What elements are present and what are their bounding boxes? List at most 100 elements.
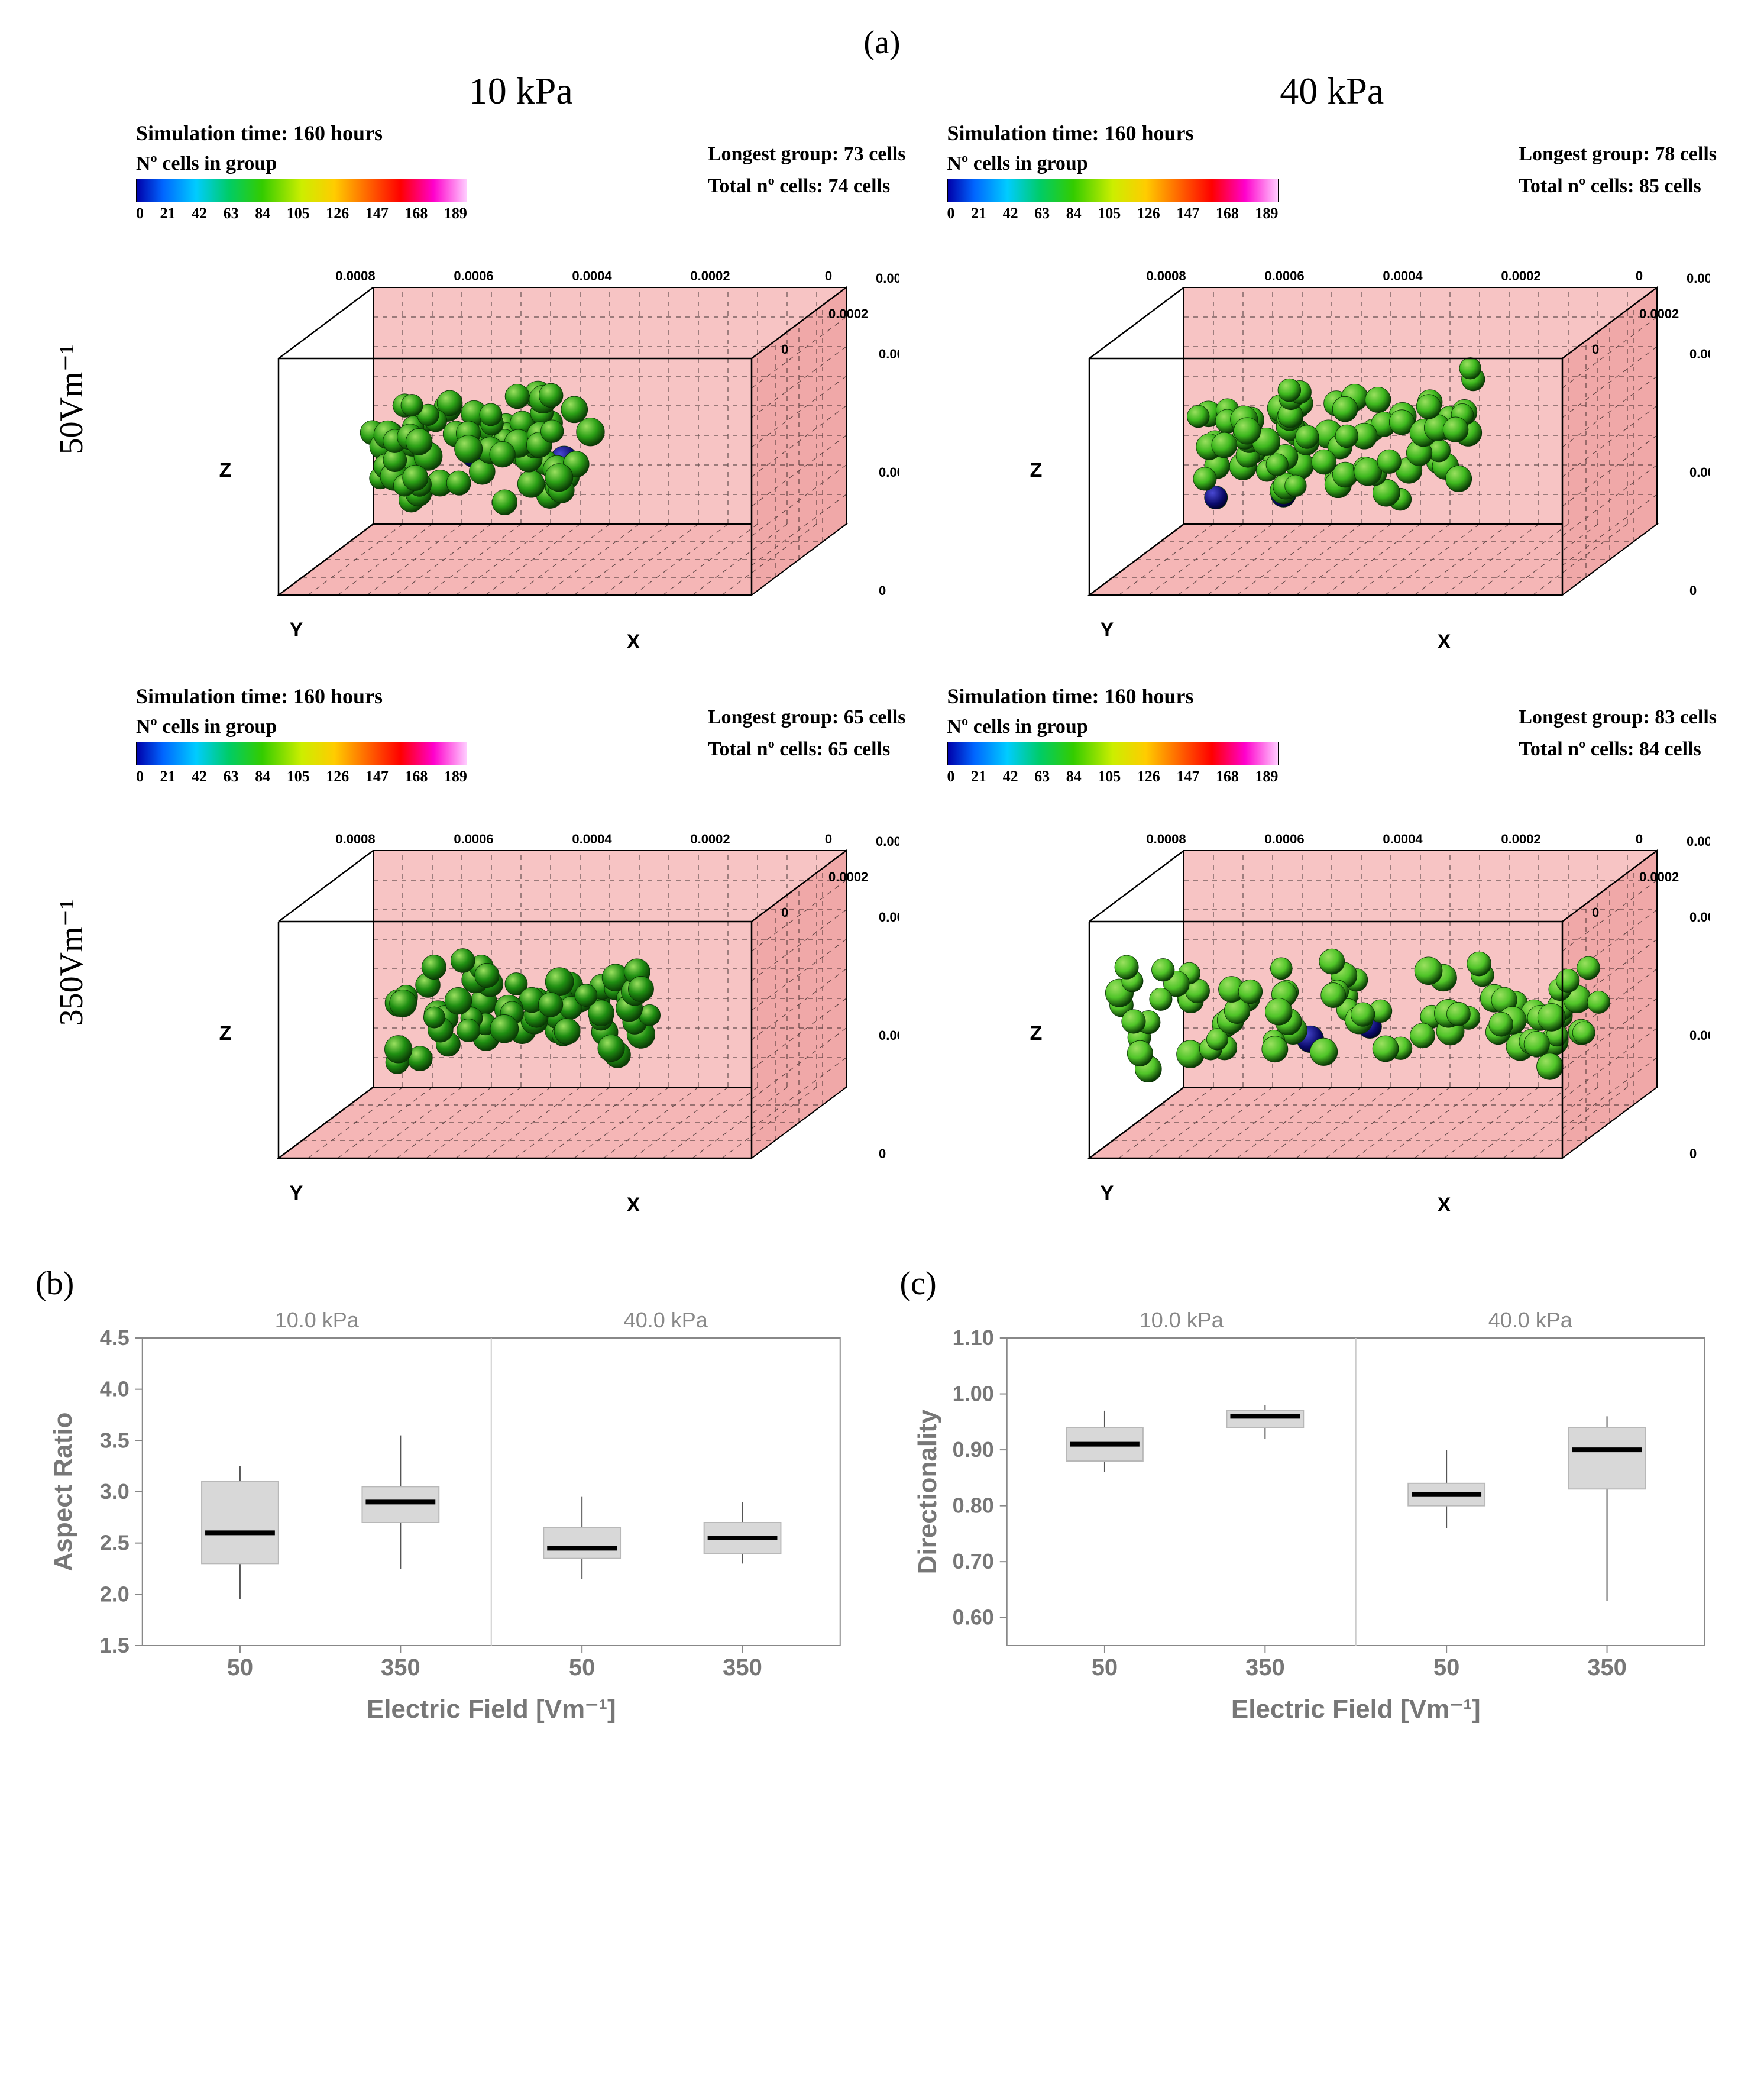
svg-text:4.0: 4.0 <box>100 1377 130 1401</box>
col-header-10kpa: 10 kPa <box>124 69 918 113</box>
svg-text:0.0006: 0.0006 <box>1265 832 1305 846</box>
sim-cell-2: Simulation time: 160 hoursNº cells in gr… <box>124 684 918 1241</box>
svg-text:2.0: 2.0 <box>100 1582 130 1606</box>
sim-stats: Longest group: 73 cellsTotal nº cells: 7… <box>708 121 906 203</box>
sim-stats: Longest group: 78 cellsTotal nº cells: 8… <box>1519 121 1717 203</box>
svg-text:0.0004: 0.0004 <box>1383 832 1423 846</box>
svg-text:0.0004: 0.0004 <box>1383 269 1423 283</box>
svg-text:0.0004: 0.0004 <box>879 910 899 925</box>
svg-text:0.0004: 0.0004 <box>1689 347 1710 361</box>
svg-text:0.0004: 0.0004 <box>1689 910 1710 925</box>
svg-text:X: X <box>626 631 640 653</box>
svg-text:0.80: 0.80 <box>952 1494 993 1518</box>
panel-a-label: (a) <box>863 24 900 62</box>
svg-text:Aspect Ratio: Aspect Ratio <box>48 1413 77 1572</box>
svg-text:Y: Y <box>1101 619 1114 641</box>
svg-text:X: X <box>1438 631 1451 653</box>
svg-text:0.0002: 0.0002 <box>879 1028 899 1043</box>
svg-text:0.0002: 0.0002 <box>879 465 899 480</box>
svg-text:350: 350 <box>1587 1654 1627 1680</box>
svg-text:0: 0 <box>879 583 886 598</box>
svg-text:Z: Z <box>1030 1022 1043 1045</box>
svg-text:50: 50 <box>227 1654 254 1680</box>
svg-text:0.90: 0.90 <box>952 1437 993 1462</box>
svg-text:0: 0 <box>1592 905 1599 920</box>
sim-time: Simulation time: 160 hours <box>136 684 684 709</box>
panel-c: (c) 0.600.700.800.901.001.10Directionali… <box>900 1265 1729 1731</box>
svg-text:0.0006: 0.0006 <box>454 269 493 283</box>
svg-text:0.0002: 0.0002 <box>1501 832 1541 846</box>
svg-text:1.10: 1.10 <box>952 1326 993 1350</box>
svg-text:10.0 kPa: 10.0 kPa <box>275 1308 360 1332</box>
svg-text:0.0004: 0.0004 <box>1687 271 1710 286</box>
panel-b-label: (b) <box>35 1265 74 1302</box>
svg-text:Electric Field [Vm⁻¹]: Electric Field [Vm⁻¹] <box>367 1695 616 1724</box>
bottom-row: (b) 1.5 2.0 2.5 3.0 3.5 4.0 4.5 Aspect Ratio 10.… <box>35 1265 1729 1731</box>
svg-text:X: X <box>626 1194 640 1216</box>
sim-time: Simulation time: 160 hours <box>136 121 684 146</box>
svg-text:50: 50 <box>1433 1654 1459 1680</box>
svg-text:4.5: 4.5 <box>100 1326 130 1350</box>
panel-c-label: (c) <box>900 1265 937 1302</box>
svg-text:0: 0 <box>1689 583 1697 598</box>
svg-text:350: 350 <box>1245 1654 1284 1680</box>
svg-text:0.0002: 0.0002 <box>1689 465 1710 480</box>
row-header-50vm: 50Vm⁻¹ <box>52 344 90 454</box>
svg-text:0: 0 <box>825 269 832 283</box>
colorbar: 021426384105126147168189 <box>136 179 467 222</box>
svg-text:1.00: 1.00 <box>952 1382 993 1406</box>
svg-text:0.0006: 0.0006 <box>1265 269 1305 283</box>
svg-text:Y: Y <box>1101 1182 1114 1204</box>
svg-text:350: 350 <box>723 1654 762 1680</box>
col-header-40kpa: 40 kPa <box>936 69 1729 113</box>
svg-text:0.0002: 0.0002 <box>1639 870 1679 884</box>
svg-text:1.5: 1.5 <box>100 1633 130 1657</box>
sim-cell-1: Simulation time: 160 hours Nº cells in gr… <box>936 121 1729 678</box>
sim-stats: Longest group: 65 cellsTotal nº cells: 6… <box>708 684 906 766</box>
svg-text:0.0008: 0.0008 <box>1147 269 1186 283</box>
svg-text:0.0004: 0.0004 <box>1687 834 1710 849</box>
colorbar: 021426384105126147168189 <box>947 742 1279 786</box>
svg-text:Z: Z <box>219 459 231 481</box>
svg-text:0: 0 <box>1592 342 1599 357</box>
svg-text:Directionality: Directionality <box>912 1409 941 1574</box>
svg-text:0.0002: 0.0002 <box>1501 269 1541 283</box>
svg-text:350: 350 <box>381 1654 420 1680</box>
colorbar-label: Nº cells in group <box>136 153 684 175</box>
sim-cell-0: Simulation time: 160 hours Nº cells in gr… <box>124 121 918 678</box>
svg-text:0.0008: 0.0008 <box>335 832 375 846</box>
colorbar: 021426384105126147168189 <box>136 742 467 786</box>
svg-text:0.0002: 0.0002 <box>828 870 868 884</box>
svg-text:0.0004: 0.0004 <box>572 832 612 846</box>
svg-text:Z: Z <box>1030 459 1043 481</box>
svg-text:0: 0 <box>879 1146 886 1161</box>
svg-text:0.0002: 0.0002 <box>690 269 730 283</box>
svg-text:3.0: 3.0 <box>100 1479 130 1504</box>
svg-text:2.5: 2.5 <box>100 1531 130 1555</box>
panel-a-grid: 10 kPa 40 kPa 50Vm⁻¹ Simulation time: 16… <box>35 67 1729 1241</box>
colorbar-label: Nº cells in group <box>947 153 1496 175</box>
svg-text:3.5: 3.5 <box>100 1428 130 1452</box>
svg-text:0.0002: 0.0002 <box>1689 1028 1710 1043</box>
sim-cell-3: Simulation time: 160 hours Nº cells in gr… <box>936 684 1729 1241</box>
svg-text:0.0006: 0.0006 <box>454 832 493 846</box>
svg-text:40.0 kPa: 40.0 kPa <box>1488 1308 1572 1332</box>
svg-text:Z: Z <box>219 1022 231 1045</box>
svg-text:0.0002: 0.0002 <box>1639 306 1679 321</box>
svg-text:Y: Y <box>289 619 303 641</box>
colorbar-label: Nº cells in group <box>947 716 1496 738</box>
sim-stats: Longest group: 83 cellsTotal nº cells: 8… <box>1519 684 1717 766</box>
svg-text:10.0 kPa: 10.0 kPa <box>1139 1308 1224 1332</box>
svg-text:0.0004: 0.0004 <box>876 834 899 849</box>
svg-text:0.60: 0.60 <box>952 1605 993 1630</box>
svg-text:50: 50 <box>569 1654 595 1680</box>
svg-text:50: 50 <box>1091 1654 1118 1680</box>
svg-text:0: 0 <box>1636 832 1643 846</box>
svg-text:0: 0 <box>825 832 832 846</box>
sim-time: Simulation time: 160 hours <box>947 121 1496 146</box>
svg-text:0.0008: 0.0008 <box>335 269 375 283</box>
figure-root: (a) 10 kPa 40 kPa 50Vm⁻¹ Simulation time… <box>0 0 1764 1755</box>
boxplot-c: 0.600.700.800.901.001.10Directionality10… <box>900 1302 1729 1728</box>
sim-time: Simulation time: 160 hours <box>947 684 1496 709</box>
panel-b: (b) 1.5 2.0 2.5 3.0 3.5 4.0 4.5 Aspect Ratio 10.… <box>35 1265 865 1731</box>
